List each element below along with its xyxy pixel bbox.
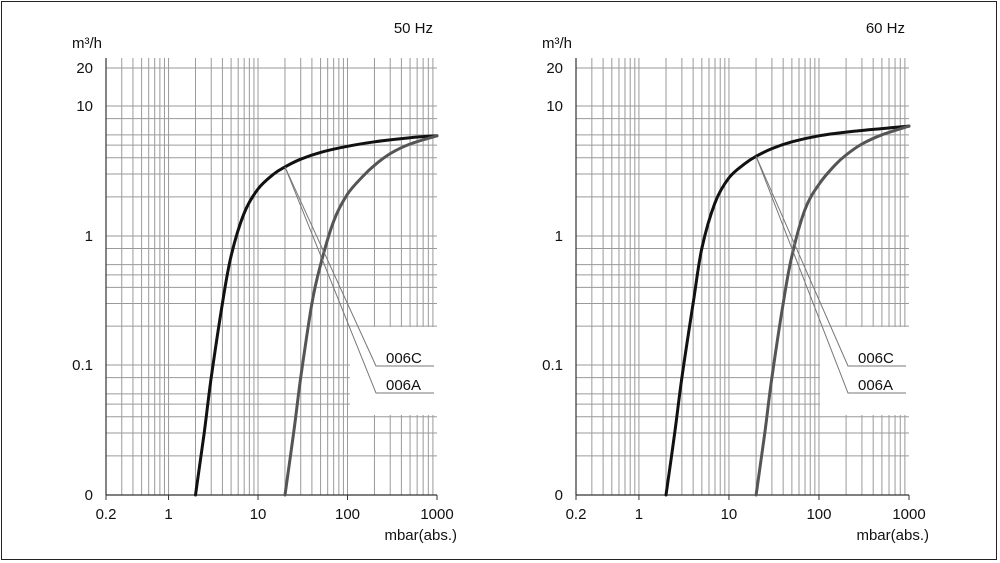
y-tick-label: 0.1 xyxy=(72,357,93,374)
y-gridlines xyxy=(106,67,437,457)
y-tick-label: 10 xyxy=(546,98,563,115)
series-label-006C: 006C xyxy=(858,350,894,367)
y-tick-label: 20 xyxy=(76,60,93,77)
legend-box xyxy=(350,327,440,415)
chart-title: 60 Hz xyxy=(866,20,905,37)
x-tick-label: 100 xyxy=(806,506,831,523)
series-line-006A xyxy=(754,124,911,497)
x-tick-label: 1000 xyxy=(892,506,925,523)
x-tick-label: 1 xyxy=(635,506,643,523)
x-tick-label: 10 xyxy=(250,506,267,523)
y-tick-label: 1 xyxy=(555,228,563,245)
x-axis-label: mbar(abs.) xyxy=(856,527,929,544)
y-tick-label: 0 xyxy=(555,487,563,504)
x-tick-label: 10 xyxy=(721,506,738,523)
x-tick-label: 0.2 xyxy=(566,506,587,523)
series-line-006C xyxy=(664,124,911,497)
leader-line-006A xyxy=(284,166,434,394)
x-tick-label: 1000 xyxy=(420,506,453,523)
series-label-006A: 006A xyxy=(386,377,421,394)
chart-panel-1: 006C 006A 0.2 1 10 100 1000 0 0.1 1 10 20 m³/h 50 Hz m… xyxy=(72,20,457,544)
x-tick-label: 0.2 xyxy=(96,506,117,523)
chart-title: 50 Hz xyxy=(394,20,433,37)
x-tick-label: 1 xyxy=(164,506,172,523)
y-axis-label: m³/h xyxy=(542,35,572,52)
y-tick-label: 0.1 xyxy=(542,357,563,374)
leader-line-006A xyxy=(755,156,906,394)
y-tick-label: 20 xyxy=(546,60,563,77)
x-gridlines xyxy=(591,58,906,495)
series-label-006C: 006C xyxy=(386,350,422,367)
y-tick-label: 10 xyxy=(76,98,93,115)
x-gridlines xyxy=(121,58,434,495)
y-tick-label: 0 xyxy=(85,487,93,504)
series-line-006C xyxy=(194,134,439,497)
leader-line-006C xyxy=(755,156,906,367)
chart-panel-2: 006C 006A 0.2 1 10 100 1000 0 0.1 1 10 20 m³/h 60 Hz m… xyxy=(542,20,929,544)
x-tick-label: 100 xyxy=(335,506,360,523)
series-label-006A: 006A xyxy=(858,377,893,394)
y-tick-label: 1 xyxy=(85,228,93,245)
series-line-006A xyxy=(283,134,439,497)
x-axis-label: mbar(abs.) xyxy=(384,527,457,544)
legend-box xyxy=(820,327,910,415)
leader-line-006C xyxy=(284,166,434,367)
y-axis-label: m³/h xyxy=(72,35,102,52)
y-gridlines xyxy=(576,67,909,457)
